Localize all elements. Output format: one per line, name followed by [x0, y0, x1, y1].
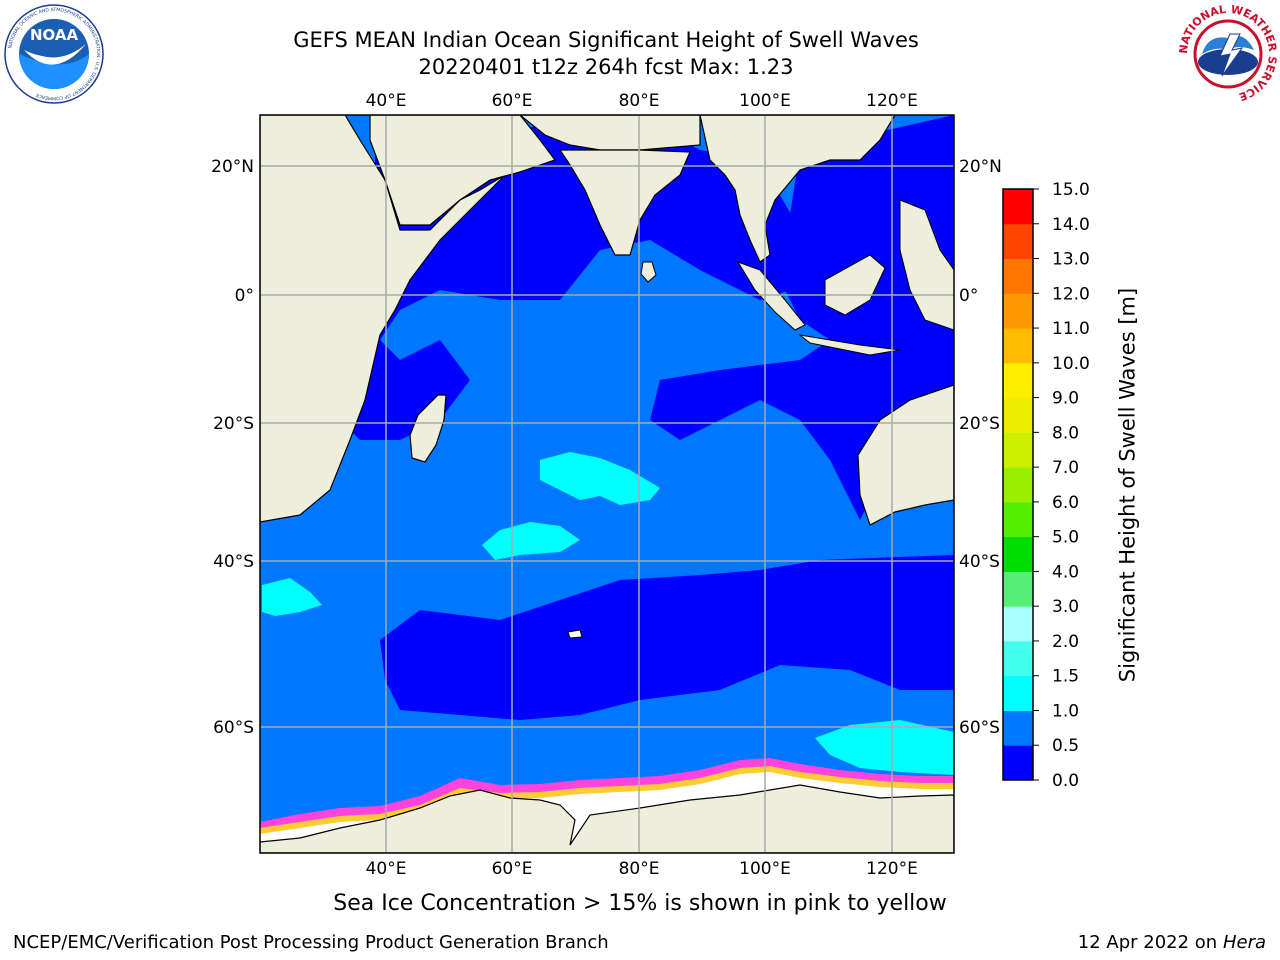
colorbar-tick-label: 14.0	[1052, 215, 1090, 235]
machine-name: Hera	[1222, 932, 1266, 953]
colorbar-cell	[1003, 467, 1033, 503]
run-date: 12 Apr 2022 on Hera	[1078, 932, 1266, 953]
swell-low-south	[380, 555, 954, 720]
colorbar-tick-label: 5.0	[1052, 528, 1079, 548]
graticule	[260, 115, 954, 853]
land-southeast-asia	[699, 115, 896, 263]
colorbar-tick-label: 2.0	[1052, 632, 1079, 652]
colorbar-cell	[1003, 536, 1033, 572]
map-panel	[260, 115, 954, 853]
swell-1.0-1.5-patch-3	[262, 578, 322, 616]
colorbar-cell	[1003, 189, 1033, 225]
colorbar-cell	[1003, 328, 1033, 364]
lat-label-right: 0°	[959, 286, 978, 306]
colorbar-tick-label: 1.5	[1052, 667, 1079, 687]
colorbar-cell	[1003, 606, 1033, 642]
chart-title: GEFS MEAN Indian Ocean Significant Heigh…	[293, 28, 919, 52]
colorbar-cell	[1003, 501, 1033, 538]
colorbar-tick-label: 9.0	[1052, 389, 1079, 409]
lat-label-right: 20°S	[959, 414, 1000, 434]
colorbar-label: Significant Height of Swell Waves [m]	[1115, 287, 1140, 683]
swell-1.0-1.5-patch-1	[540, 452, 660, 505]
colorbar-cell	[1003, 571, 1033, 607]
lon-label-top: 60°E	[492, 91, 533, 111]
noaa-logo: NOAA NATIONAL OCEANIC AND ATMOSPHERIC AD…	[4, 4, 104, 104]
colorbar: 0.0 0.5 1.0 1.5 2.0 3.0 4.0 5.0 6.0 7.0 8.0 9.0 10.0…	[1002, 180, 1090, 791]
land-kerguelen	[567, 629, 583, 639]
colorbar-tick-label: 8.0	[1052, 423, 1079, 443]
colorbar-tick-label: 10.0	[1052, 354, 1090, 374]
land-sumatra	[736, 261, 806, 331]
colorbar-tick-label: 3.0	[1052, 597, 1079, 617]
land-srilanka	[640, 261, 657, 283]
colorbar-cell	[1003, 745, 1033, 781]
lat-label-left: 20°N	[211, 157, 254, 177]
land-philippines-newguinea	[899, 199, 954, 331]
colorbar-tick-label: 7.0	[1052, 458, 1079, 478]
lat-label-left: 0°	[235, 286, 254, 306]
lon-label-bottom: 80°E	[619, 859, 660, 879]
colorbar-cell	[1003, 710, 1033, 746]
land-antarctica	[260, 784, 954, 853]
chart-subtitle: 20220401 t12z 264h fcst Max: 1.23	[418, 55, 794, 79]
lon-label-top: 120°E	[866, 91, 918, 111]
colorbar-cell	[1003, 223, 1033, 260]
colorbar-tick-label: 1.0	[1052, 701, 1079, 721]
colorbar-cell	[1003, 432, 1033, 468]
sea-ice-note: Sea Ice Concentration > 15% is shown in …	[333, 891, 947, 916]
colorbar-tick-label: 6.0	[1052, 493, 1079, 513]
land-java	[798, 334, 901, 356]
colorbar-tick-label: 12.0	[1052, 284, 1090, 304]
lon-label-bottom: 60°E	[492, 859, 533, 879]
lon-label-bottom: 120°E	[866, 859, 918, 879]
lon-label-bottom: 100°E	[739, 859, 791, 879]
colorbar-tick-label: 15.0	[1052, 180, 1090, 200]
colorbar-cell	[1003, 397, 1033, 433]
map-frame	[259, 114, 955, 854]
lat-label-left: 60°S	[213, 718, 254, 738]
credit-text: NCEP/EMC/Verification Post Processing Pr…	[13, 932, 609, 953]
colorbar-tick-label: 13.0	[1052, 250, 1090, 270]
nws-logo: NATIONAL WEATHER SERVICE	[1178, 4, 1278, 103]
lon-label-top: 40°E	[366, 91, 407, 111]
lon-label-top: 80°E	[619, 91, 660, 111]
lat-label-right: 20°N	[959, 157, 1002, 177]
land-australia	[857, 384, 954, 526]
colorbar-cell	[1003, 258, 1033, 294]
colorbar-frame	[1002, 188, 1034, 781]
lat-label-right: 40°S	[959, 552, 1000, 572]
colorbar-cell	[1003, 293, 1033, 329]
lat-label-right: 60°S	[959, 718, 1000, 738]
lon-label-top: 100°E	[739, 91, 791, 111]
colorbar-cell	[1003, 640, 1033, 677]
colorbar-cell	[1003, 675, 1033, 711]
land-india	[558, 149, 691, 256]
swell-low-east	[650, 115, 954, 520]
colorbar-tick-label: 0.0	[1052, 771, 1079, 791]
land-borneo	[824, 254, 886, 316]
lon-label-bottom: 40°E	[366, 859, 407, 879]
colorbar-tick-label: 11.0	[1052, 319, 1090, 339]
noaa-logo-text: NOAA	[30, 26, 79, 44]
land-arabia	[369, 115, 556, 226]
colorbar-tick-label: 0.5	[1052, 736, 1079, 756]
lat-label-left: 20°S	[213, 414, 254, 434]
swell-1.0-1.5-patch-4	[815, 720, 954, 775]
run-date-text: 12 Apr 2022 on	[1077, 932, 1223, 953]
land-madagascar	[409, 394, 447, 463]
colorbar-cell	[1003, 362, 1033, 399]
swell-1.0-1.5-patch-2	[482, 522, 580, 560]
lat-label-left: 40°S	[213, 552, 254, 572]
colorbar-tick-label: 4.0	[1052, 562, 1079, 582]
